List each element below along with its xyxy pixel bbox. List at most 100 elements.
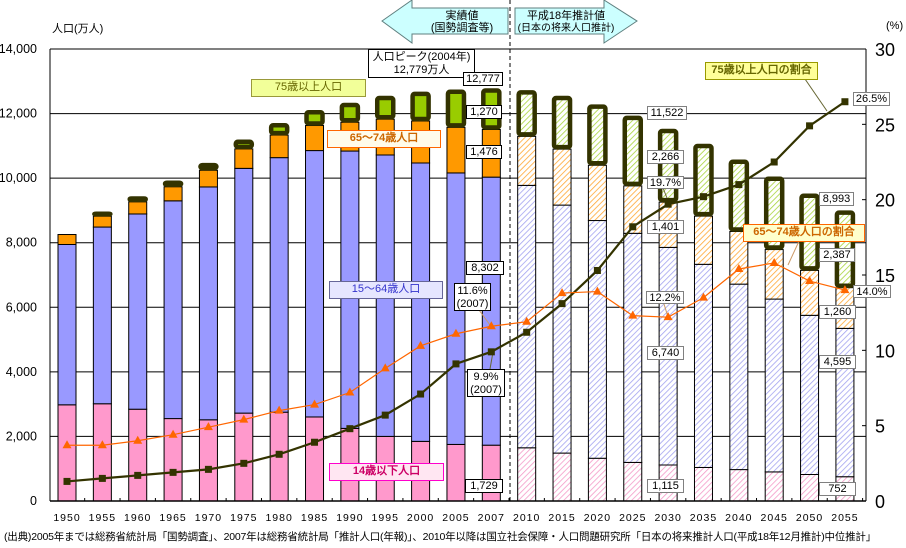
right-axis-unit: (%): [886, 20, 904, 32]
bar-segment-age75plus-2000: [410, 91, 431, 122]
x-tick-label: 1980: [265, 512, 292, 524]
legend-ratio75plus: 75歳以上人口の割合: [705, 62, 818, 80]
right-tick-label: 0: [875, 492, 885, 512]
leader-line: [804, 78, 828, 112]
marker-ratio65_74-1995: [380, 363, 390, 372]
bar-segment-age15_64-1965: [163, 200, 183, 420]
bar-segment-age15_64-1985: [305, 150, 325, 418]
value-2007-age0-14: 1,729: [465, 479, 503, 493]
marker-ratio65_74-1985: [310, 399, 320, 408]
bar-segment-age15_64-1975: [234, 167, 254, 414]
bar-segment-age75plus-1960: [127, 196, 148, 203]
bar-segment-age65_74-1955: [92, 215, 112, 228]
value-2055-age0-14: 752: [819, 482, 856, 496]
bar-segment-age75plus-2005: [445, 89, 467, 128]
ratio-value: 9.9%: [473, 371, 499, 383]
marker-ratio75plus-2015: [558, 300, 566, 308]
bar-segment-age65_74-1975: [234, 148, 254, 169]
peak-line2: 12,779万人: [393, 64, 450, 76]
bar-segment-age0_14-1950: [57, 404, 77, 502]
marker-ratio75plus-1960: [134, 471, 142, 479]
marker-ratio75plus-1980: [275, 450, 283, 458]
peak-line1: 人口ピーク(2004年): [372, 51, 471, 63]
x-tick-label: 2010: [513, 512, 540, 524]
bar-segment-age65_74-2005: [446, 126, 466, 174]
x-tick-label: 2000: [407, 512, 434, 524]
value-2055-age65-74: 1,260: [819, 305, 856, 319]
marker-ratio75plus-2055: [841, 98, 849, 106]
value-2055-total: 8,993: [819, 192, 854, 206]
x-tick-label: 2015: [548, 512, 575, 524]
bar-segment-age15_64-2015: [552, 204, 572, 454]
bar-segment-age15_64-1970: [198, 186, 218, 421]
leader-line: [787, 238, 801, 266]
ratio-value: 11.6%: [457, 285, 488, 297]
ratio-lines: [62, 98, 850, 485]
marker-ratio75plus-2035: [699, 193, 707, 201]
right-tick-label: 20: [875, 191, 895, 211]
marker-ratio75plus-1950: [63, 477, 71, 485]
value-2030-age75plus: 2,266: [647, 150, 684, 164]
projection-arrow-line1: 平成18年推計値: [527, 8, 605, 22]
bar-segment-age75plus-1970: [198, 162, 219, 171]
value-2030-ratio65-74: 12.2%: [646, 291, 684, 304]
marker-ratio75plus-2045: [770, 158, 778, 166]
bar-segment-age0_14-2005: [446, 443, 466, 502]
x-tick-label: 1995: [372, 512, 399, 524]
marker-ratio65_74-1950: [62, 440, 72, 449]
source-footnote: (出典)2005年までは総務省統計局「国勢調査」、2007年は総務省統計局「推計…: [4, 531, 877, 543]
bar-segment-age15_64-2050: [800, 314, 820, 475]
value-2055-age15-64: 4,595: [819, 355, 856, 369]
value-2007-age75plus: 1,270: [466, 105, 502, 119]
x-tick-label: 1970: [195, 512, 222, 524]
leader-line: [662, 187, 668, 199]
marker-ratio65_74-2030: [663, 312, 673, 321]
projection-arrow-line2: (日本の将来人口推計): [518, 21, 615, 34]
value-2007-age65-74: 1,476: [466, 145, 502, 159]
bar-segment-age0_14-2040: [729, 469, 749, 502]
right-tick-label: 15: [875, 266, 895, 286]
marker-ratio65_74-2015: [557, 288, 567, 297]
bar-segment-age65_74-1980: [269, 134, 289, 159]
x-tick-label: 2055: [831, 512, 858, 524]
legend-age0-14: 14歳以下人口: [329, 463, 444, 481]
axes: 0 2,000 4,000 6,000 8,000 10,000 12,000 14,000 0…: [0, 40, 895, 524]
marker-ratio65_74-1975: [239, 414, 249, 423]
bar-segment-age0_14-1970: [198, 419, 218, 502]
bar-segment-age65_74-2010: [517, 135, 537, 186]
bar-segment-age15_64-2020: [587, 220, 607, 459]
projection-arrow: [514, 0, 638, 44]
legend-ratio65-74: 65～74歳人口の割合: [743, 224, 865, 242]
bar-segment-age0_14-1985: [305, 416, 325, 502]
value-2007-total: 12,777: [463, 72, 503, 86]
marker-ratio65_74-2010: [522, 316, 532, 325]
marker-ratio75plus-2050: [806, 122, 814, 130]
value-2055-age75plus: 2,387: [819, 248, 855, 262]
bar-segment-age15_64-2000: [411, 162, 431, 442]
x-tick-label: 1965: [159, 512, 186, 524]
bar-segment-age0_14-1955: [92, 403, 112, 502]
x-tick-label: 1955: [89, 512, 116, 524]
marker-ratio75plus-2020: [593, 266, 601, 274]
bar-segment-age65_74-2015: [552, 148, 572, 206]
value-2030-age65-74: 1,401: [647, 220, 684, 234]
left-tick-label: 0: [30, 494, 37, 508]
x-tick-label: 1990: [336, 512, 363, 524]
left-tick-label: 2,000: [6, 429, 37, 443]
value-2055-ratio75plus: 26.5%: [853, 92, 890, 106]
bar-segment-age15_64-2025: [623, 232, 643, 463]
bar-segment-age65_74-1985: [305, 125, 325, 152]
marker-ratio65_74-1970: [203, 422, 213, 431]
marker-ratio75plus-2040: [735, 181, 743, 189]
left-tick-label: 12,000: [0, 107, 37, 121]
value-2055-ratio65-74: 14.0%: [853, 285, 891, 298]
marker-ratio65_74-2005: [451, 328, 461, 337]
ratio-year: (2007): [470, 384, 502, 396]
bar-segment-age65_74-1970: [198, 169, 218, 188]
marker-ratio75plus-2007: [487, 348, 495, 356]
bar-segment-age15_64-1955: [92, 226, 112, 405]
left-tick-label: 10,000: [0, 171, 37, 185]
marker-ratio75plus-2005: [452, 360, 460, 368]
